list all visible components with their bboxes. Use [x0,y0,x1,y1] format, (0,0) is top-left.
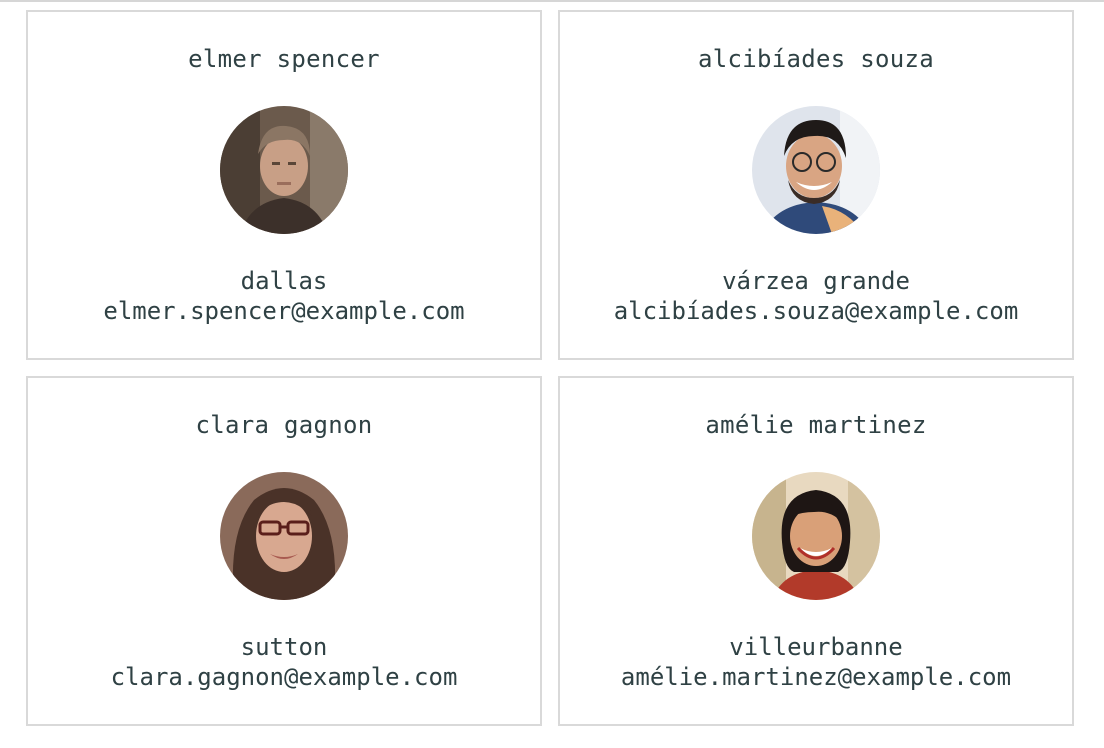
user-city: várzea grande [722,267,910,295]
top-divider [0,0,1104,2]
avatar [752,472,880,600]
user-email[interactable]: alcibíades.souza@example.com [613,297,1019,325]
avatar-photo-icon [220,472,348,600]
user-name: amélie martinez [705,411,927,439]
avatar [220,106,348,234]
user-name: elmer spencer [188,45,380,73]
avatar-photo-icon [752,472,880,600]
user-email[interactable]: clara.gagnon@example.com [110,663,458,691]
avatar-photo-icon [752,106,880,234]
avatar-photo-icon [220,106,348,234]
user-card: amélie martinez villeurbanne amélie.mart… [558,376,1074,726]
user-card: elmer spencer dallas elmer.spencer@examp… [26,10,542,360]
user-card: clara gagnon sutton clara.gagnon@example… [26,376,542,726]
user-email[interactable]: elmer.spencer@example.com [103,297,465,325]
avatar [220,472,348,600]
user-name: clara gagnon [195,411,373,439]
user-city: dallas [240,267,328,295]
user-card: alcibíades souza várzea grande alcibíade… [558,10,1074,360]
user-name: alcibíades souza [698,45,934,73]
user-city: villeurbanne [729,633,903,661]
user-card-grid: elmer spencer dallas elmer.spencer@examp… [26,10,1074,726]
user-city: sutton [240,633,328,661]
avatar [752,106,880,234]
user-email[interactable]: amélie.martinez@example.com [620,663,1012,691]
